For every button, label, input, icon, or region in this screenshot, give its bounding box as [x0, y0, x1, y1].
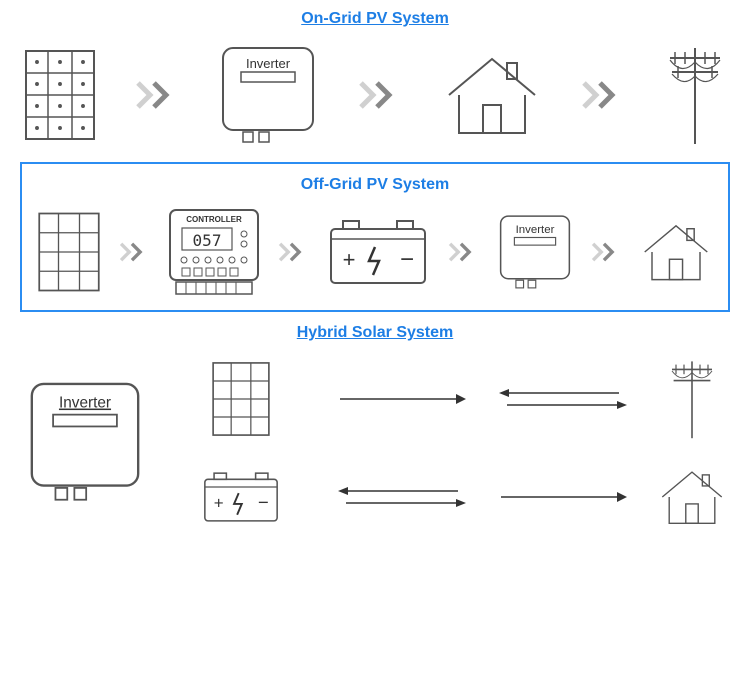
- svg-text:−: −: [258, 492, 269, 513]
- chevrons-icon: [132, 75, 182, 115]
- house-icon: [654, 462, 730, 532]
- house-icon: [636, 214, 716, 290]
- inverter-icon: Inverter: [213, 40, 323, 150]
- row-on-grid: Inverter: [20, 40, 730, 150]
- arrow-right-icon: [332, 387, 472, 411]
- title-hybrid: Hybrid Solar System: [20, 324, 730, 342]
- chevrons-icon: [117, 237, 151, 267]
- row-off-grid: CONTROLLER 057: [34, 206, 716, 298]
- chevrons-icon: [446, 237, 480, 267]
- inverter-icon: Inverter: [20, 376, 150, 510]
- arrow-right-icon: [493, 485, 633, 509]
- section-on-grid: On-Grid PV System: [20, 10, 730, 150]
- battery-icon: + −: [197, 467, 285, 527]
- inverter-icon: Inverter: [493, 209, 577, 295]
- arrow-bidir-icon: [332, 482, 472, 512]
- house-icon: [437, 45, 547, 145]
- title-on-grid: On-Grid PV System: [20, 10, 730, 28]
- utility-pole-icon: [664, 354, 720, 444]
- controller-icon: CONTROLLER 057: [164, 206, 264, 298]
- solar-panel-icon: [20, 45, 100, 145]
- chevrons-icon: [589, 237, 623, 267]
- utility-pole-icon: [660, 40, 730, 150]
- battery-icon: + −: [323, 213, 433, 291]
- hybrid-grid: Inverter: [20, 354, 730, 532]
- inverter-label: Inverter: [59, 395, 111, 412]
- svg-text:−: −: [400, 246, 414, 273]
- solar-panel-icon: [34, 208, 104, 296]
- chevrons-icon: [355, 75, 405, 115]
- svg-text:+: +: [343, 247, 356, 272]
- chevrons-icon: [276, 237, 310, 267]
- arrow-bidir-icon: [493, 384, 633, 414]
- section-off-grid: Off-Grid PV System: [20, 162, 730, 312]
- title-off-grid: Off-Grid PV System: [34, 176, 716, 194]
- controller-label: CONTROLLER: [186, 215, 242, 224]
- inverter-label: Inverter: [515, 224, 554, 236]
- svg-text:+: +: [214, 494, 224, 513]
- inverter-label: Inverter: [246, 56, 291, 71]
- controller-display: 057: [192, 231, 221, 250]
- solar-panel-icon: [208, 358, 274, 440]
- section-hybrid: Hybrid Solar System Inverter: [20, 324, 730, 532]
- chevrons-icon: [578, 75, 628, 115]
